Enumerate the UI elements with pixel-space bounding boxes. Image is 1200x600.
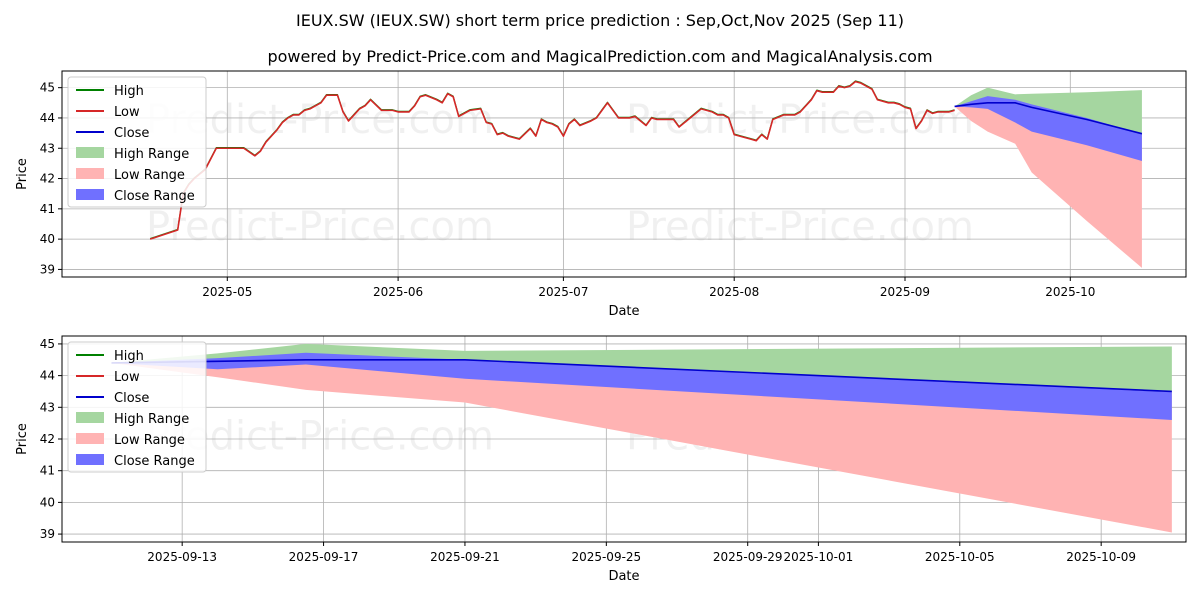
chart-title: IEUX.SW (IEUX.SW) short term price predi… bbox=[296, 11, 904, 30]
y-tick-label: 44 bbox=[40, 111, 55, 125]
legend-close-range-swatch bbox=[76, 189, 104, 200]
axes-frame bbox=[61, 70, 1187, 278]
legend-label: Low bbox=[114, 370, 140, 385]
x-tick-label: 2025-09-21 bbox=[430, 550, 500, 564]
y-axis-label: Price bbox=[15, 423, 30, 455]
watermark-text: Predict-Price.com bbox=[626, 97, 974, 143]
legend-low-range-swatch bbox=[76, 433, 104, 444]
chart-subtitle: powered by Predict-Price.com and Magical… bbox=[267, 47, 932, 66]
legend-high-range-swatch bbox=[76, 147, 104, 158]
y-tick-label: 44 bbox=[40, 369, 55, 383]
x-tick-label: 2025-09 bbox=[880, 285, 930, 299]
low-line bbox=[149, 80, 955, 240]
y-tick-label: 39 bbox=[40, 527, 55, 541]
high-range-area bbox=[111, 343, 1172, 392]
y-axis-label: Price bbox=[15, 158, 30, 190]
y-tick-label: 39 bbox=[40, 262, 55, 276]
legend-label: High Range bbox=[114, 147, 189, 162]
watermark-text: Predict-Price.com bbox=[146, 204, 494, 250]
y-tick-label: 42 bbox=[40, 172, 55, 186]
y-tick-label: 41 bbox=[40, 464, 55, 478]
x-axis-label: Date bbox=[608, 304, 639, 319]
close-line bbox=[954, 102, 1143, 135]
close-range-area bbox=[111, 352, 1172, 420]
legend-high-range-swatch bbox=[76, 412, 104, 423]
y-tick-label: 42 bbox=[40, 432, 55, 446]
legend-label: Low bbox=[114, 105, 140, 120]
x-tick-label: 2025-10-01 bbox=[784, 550, 854, 564]
y-tick-label: 40 bbox=[40, 232, 55, 246]
y-tick-label: 45 bbox=[40, 337, 55, 351]
y-tick-label: 43 bbox=[40, 400, 55, 414]
watermark-text: Predict-Price.com bbox=[626, 204, 974, 250]
legend-close-range-swatch bbox=[76, 454, 104, 465]
legend-label: Close bbox=[114, 391, 149, 406]
y-tick-label: 45 bbox=[40, 81, 55, 95]
legend-label: Close bbox=[114, 126, 149, 141]
legend-label: High Range bbox=[114, 412, 189, 427]
x-tick-label: 2025-06 bbox=[373, 285, 423, 299]
x-tick-label: 2025-09-29 bbox=[713, 550, 783, 564]
y-tick-label: 40 bbox=[40, 495, 55, 509]
legend-label: High bbox=[114, 349, 144, 364]
x-tick-label: 2025-08 bbox=[709, 285, 759, 299]
x-tick-label: 2025-05 bbox=[202, 285, 252, 299]
axes-frame bbox=[61, 335, 1187, 543]
x-axis-label: Date bbox=[608, 569, 639, 584]
x-tick-label: 2025-07 bbox=[538, 285, 588, 299]
x-tick-label: 2025-09-17 bbox=[289, 550, 359, 564]
legend-label: Close Range bbox=[114, 189, 195, 204]
close-range-area bbox=[954, 96, 1142, 161]
x-tick-label: 2025-10 bbox=[1045, 285, 1095, 299]
y-tick-label: 43 bbox=[40, 141, 55, 155]
legend-label: Low Range bbox=[114, 168, 185, 183]
y-tick-label: 41 bbox=[40, 202, 55, 216]
x-tick-label: 2025-09-13 bbox=[147, 550, 217, 564]
upper-plot: Predict-Price.com Predict-Price.com Predic… bbox=[15, 70, 1187, 319]
legend-label: Low Range bbox=[114, 433, 185, 448]
legend-label: Close Range bbox=[114, 454, 195, 469]
legend-low-range-swatch bbox=[76, 168, 104, 179]
lower-plot: Predict-Price.comPredict-Price.com394041… bbox=[15, 335, 1187, 584]
x-tick-label: 2025-10-05 bbox=[925, 550, 995, 564]
x-tick-label: 2025-09-25 bbox=[571, 550, 641, 564]
legend-label: High bbox=[114, 84, 144, 99]
x-tick-label: 2025-10-09 bbox=[1066, 550, 1136, 564]
